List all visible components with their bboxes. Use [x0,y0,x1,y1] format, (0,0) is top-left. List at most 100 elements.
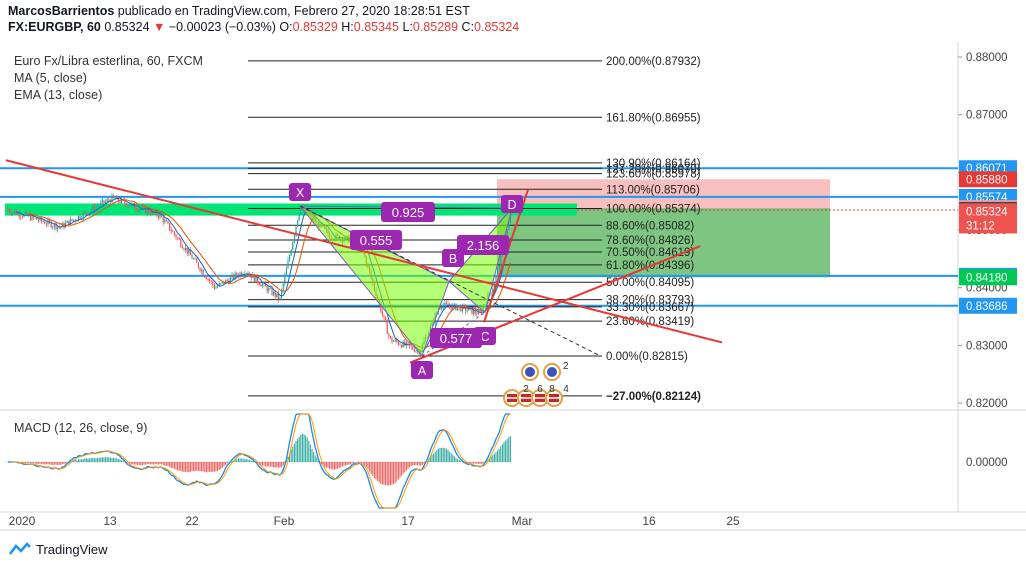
candle-body [201,269,203,272]
candle-body [196,258,198,263]
ma-legend[interactable]: MA (5, close) [14,71,87,85]
candle-body [277,293,279,300]
candle-body [276,293,278,297]
candle-body [191,254,193,259]
down-arrow-icon: ▼ [153,20,166,34]
fib-level-label: 88.60%(0.85082) [606,220,694,232]
candle-body [172,231,174,233]
candle-body [105,201,107,204]
candle-body [26,212,28,216]
candle-body [300,207,302,214]
candle-body [391,337,393,342]
footer-brand[interactable]: TradingView [8,541,108,557]
price-axis-badge [959,171,1017,188]
candle-body [217,286,219,288]
candle-body [490,292,492,294]
candle-body [15,210,17,215]
candle-body [231,274,233,278]
candle-body [258,282,260,285]
candle-body [465,306,467,312]
candle-body [79,216,81,219]
candle-body [185,247,187,250]
candle-body [284,275,286,285]
candle-body [383,314,385,317]
candle-body [199,267,201,272]
candle-body [181,246,183,249]
candle-body [178,238,180,240]
candle-body [143,206,145,208]
candle-body [74,219,76,221]
candle-body [410,345,412,347]
candle-body [210,280,212,282]
candle-body [175,234,177,238]
candle-body [497,268,499,277]
fib-level-label: 33.30%(0.83667) [606,302,694,314]
candle-body [385,316,387,322]
candle-body [399,344,401,346]
candle-body [452,304,454,310]
candle-body [293,235,295,242]
ema-legend[interactable]: EMA (13, close) [14,88,103,102]
candle-body [7,209,9,211]
candle-body [287,260,289,269]
event-count: 2 [523,384,529,395]
candle-body [97,206,99,208]
ratio-badge [381,202,435,222]
candle-body [108,199,110,201]
candle-body [21,216,23,218]
candle-body [119,201,121,204]
candle-body [500,254,502,268]
candle-body [103,200,105,204]
candle-body [401,345,403,348]
candle-body [45,223,47,225]
candle-body [271,288,273,295]
candle-body [73,219,75,221]
candle-body [9,209,11,213]
candle-body [492,288,494,293]
candle-body [250,274,252,279]
candle-body [207,279,209,280]
take-profit-zone [497,208,830,278]
symbol-label: FX:EURGBP, 60 [8,20,101,34]
candle-body [132,203,134,204]
candle-body [252,274,254,279]
author-name[interactable]: MarcosBarrientos [8,4,115,18]
candle-body [212,281,214,286]
series-legend[interactable]: Euro Fx/Libra esterlina, 60, FXCM [14,54,203,68]
candle-body [121,198,123,204]
macd-legend[interactable]: MACD (12, 26, close, 9) [14,421,148,435]
candle-body [42,221,44,222]
candle-body [204,275,206,277]
candle-body [444,302,446,306]
fib-level-label: 130.90%(0.86164) [606,158,701,170]
candle-body [460,306,462,312]
candle-body [498,267,500,269]
candle-body [257,275,259,283]
candle-body [263,282,265,285]
candle-body [137,209,139,211]
candle-body [170,229,172,232]
candle-body [221,281,223,283]
candle-body [474,309,476,314]
pattern-point-label: B [449,252,457,266]
ratio-badge [350,230,402,250]
ma-line [15,197,511,353]
fib-level-label: 127.20%(0.86070) [606,163,701,175]
candle-body [380,303,382,312]
candle-body [53,223,55,227]
candle-body [98,205,100,207]
candle-body [17,212,19,215]
candle-body [386,321,388,334]
publish-line: MarcosBarrientos publicado en TradingVie… [8,4,470,18]
pattern-point-label: A [418,364,427,378]
candle-body [12,212,14,214]
calendar-event-flag-icon [547,367,557,377]
candle-body [111,194,113,203]
y-tick-label: 0.84000 [966,283,1008,295]
pattern-point-label: D [507,198,516,212]
ratio-label: 2.156 [467,238,500,253]
candle-body [133,203,135,209]
candle-body [127,205,129,207]
x-tick-label: 2020 [9,514,36,528]
